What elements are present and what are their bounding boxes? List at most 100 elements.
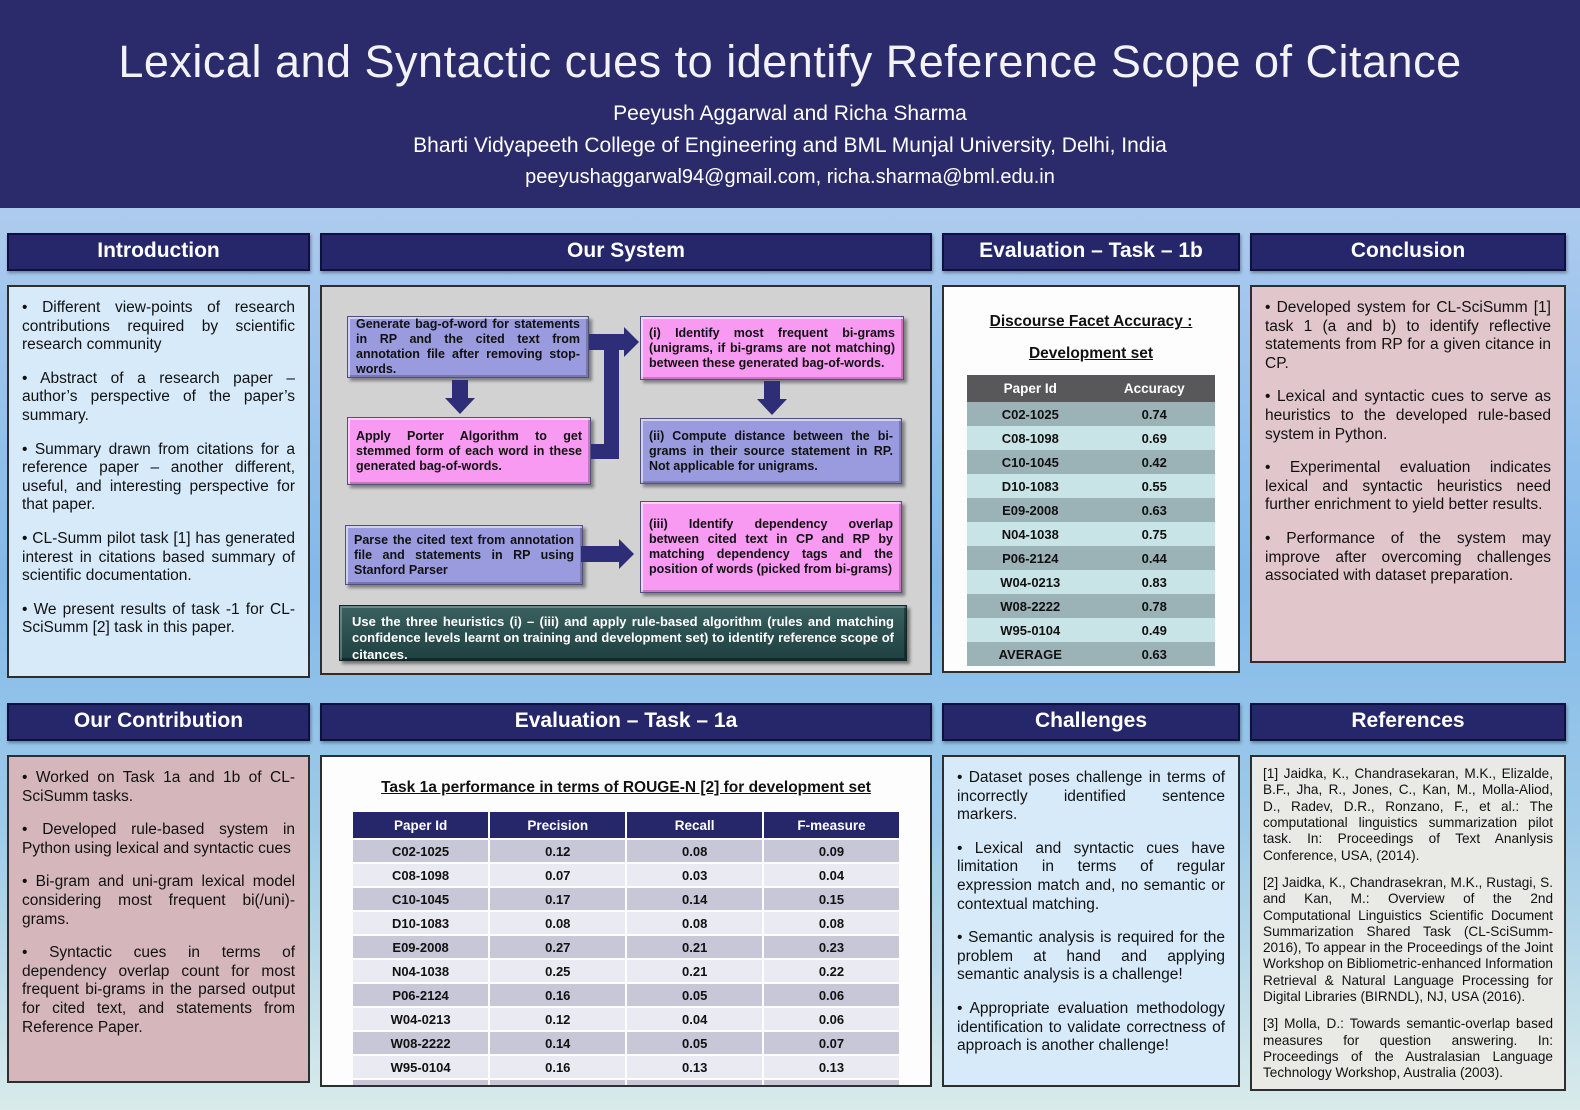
table-cell: P06-2124 <box>350 982 491 1008</box>
arrowhead-parse-to-h3 <box>619 539 634 569</box>
flow-box-porter: Apply Porter Algorithm to get stemmed fo… <box>347 417 591 485</box>
flow-box-heuristic-2: (ii) Compute distance between the bi-gra… <box>640 418 902 484</box>
conclusion-bullet: Experimental evaluation indicates lexica… <box>1265 459 1551 515</box>
column-header: Accuracy <box>1093 375 1215 402</box>
intro-bullet: Different view-points of research contri… <box>22 299 295 355</box>
challenge-bullet: Dataset poses challenge in terms of inco… <box>957 769 1225 825</box>
arrow-parse-to-h3 <box>581 546 621 562</box>
table-cell: W08-2222 <box>967 594 1094 618</box>
rouge-performance-table: Paper Id Precision Recall F-measure C02-… <box>350 810 902 1085</box>
table-cell: 0.69 <box>1093 426 1215 450</box>
column-header: F-measure <box>761 810 902 840</box>
table-row: AVERAGE 0.63 <box>967 642 1215 666</box>
section-header-our-contribution: Our Contribution <box>7 703 310 741</box>
conclusion-bullet: Performance of the system may improve af… <box>1265 530 1551 586</box>
conclusion-bullet: Developed system for CL-SciSumm [1] task… <box>1265 299 1551 373</box>
column-header: Precision <box>488 810 628 840</box>
section-header-evaluation-1a: Evaluation – Task – 1a <box>320 703 932 741</box>
table-cell: W95-0104 <box>350 1054 491 1080</box>
intro-bullet: CL-Summ pilot task [1] has generated int… <box>22 530 295 586</box>
table-cell: 0.14 <box>625 886 764 912</box>
table-cell: 0.15 <box>761 886 902 912</box>
table-row: D10-1083 0.55 <box>967 474 1215 498</box>
table-row: C10-1045 0.42 <box>967 450 1215 474</box>
poster-title: Lexical and Syntactic cues to identify R… <box>118 36 1462 87</box>
table-cell: 0.09 <box>761 838 902 864</box>
column-header: Recall <box>625 810 764 840</box>
intro-bullet: We present results of task -1 for CL-Sci… <box>22 601 295 638</box>
arrowhead-porter-up <box>597 334 625 350</box>
arrowhead-generate-to-porter <box>445 398 475 414</box>
table-cell: 0.16 <box>488 1078 628 1085</box>
contribution-bullet: Developed rule-based system in Python us… <box>22 821 295 858</box>
flow-box-final-rule: Use the three heuristics (i) – (iii) and… <box>339 605 907 662</box>
table-cell: 0.11 <box>761 1078 902 1085</box>
table-cell: C10-1045 <box>350 886 491 912</box>
table-row: W08-2222 0.78 <box>967 594 1215 618</box>
flow-box-generate-text: Generate bag-of-word for statements in R… <box>356 317 580 376</box>
table-cell: C02-1025 <box>350 838 491 864</box>
evaluation-1a-panel: Task 1a performance in terms of ROUGE-N … <box>320 755 932 1087</box>
flow-box-parse: Parse the cited text from annotation fil… <box>345 525 583 585</box>
table-row: W08-2222 0.14 0.05 0.07 <box>350 1030 902 1056</box>
table-cell: 0.49 <box>1093 618 1215 642</box>
flow-box-final-text: Use the three heuristics (i) – (iii) and… <box>352 614 894 662</box>
arrowhead-h1-to-h2 <box>757 399 787 415</box>
flow-box-generate-bow: Generate bag-of-word for statements in R… <box>347 316 589 378</box>
table-cell: C08-1098 <box>967 426 1094 450</box>
table-row: P06-2124 0.44 <box>967 546 1215 570</box>
table-cell: 0.16 <box>488 1054 628 1080</box>
arrow-generate-to-porter <box>452 380 468 400</box>
table-header-row: Paper Id Precision Recall F-measure <box>350 810 902 840</box>
flow-box-heuristic-1: (i) Identify most frequent bi-grams (uni… <box>640 316 904 380</box>
table-cell: 0.78 <box>1093 594 1215 618</box>
table-row: N04-1038 0.75 <box>967 522 1215 546</box>
table-cell: 0.21 <box>625 958 764 984</box>
table-cell: N04-1038 <box>350 958 491 984</box>
table-cell: N04-1038 <box>967 522 1094 546</box>
table-row: C10-1045 0.17 0.14 0.15 <box>350 886 902 912</box>
table-cell: 0.21 <box>625 934 764 960</box>
discourse-facet-accuracy-table: Paper Id Accuracy C02-1025 0.74 C08-1098 0… <box>967 375 1215 666</box>
arrow-h1-to-h2 <box>764 381 780 401</box>
table-cell: 0.63 <box>1093 498 1215 522</box>
table-cell: C08-1098 <box>350 862 491 888</box>
table-cell: W04-0213 <box>350 1006 491 1032</box>
table-cell: 0.22 <box>761 958 902 984</box>
table-row: W95-0104 0.49 <box>967 618 1215 642</box>
table-cell: 0.16 <box>488 982 628 1008</box>
table-cell: P06-2124 <box>967 546 1094 570</box>
table-cell: W08-2222 <box>350 1030 491 1056</box>
table-cell: D10-1083 <box>350 910 491 936</box>
flow-box-heuristic-2-text: (ii) Compute distance between the bi-gra… <box>649 428 893 473</box>
eval1b-table-title-line1: Discourse Facet Accuracy : <box>989 313 1193 330</box>
table-cell: 0.05 <box>625 982 764 1008</box>
reference-item: [2] Jaidka, K., Chandrasekran, M.K., Rus… <box>1263 874 1553 1005</box>
table-cell: C02-1025 <box>967 402 1094 426</box>
challenge-bullet: Semantic analysis is required for the pr… <box>957 929 1225 985</box>
table-cell: 0.08 <box>488 910 628 936</box>
table-cell: W04-0213 <box>967 570 1094 594</box>
section-header-challenges: Challenges <box>942 703 1240 741</box>
contribution-panel: Worked on Task 1a and 1b of CL-SciSumm t… <box>7 755 310 1083</box>
table-cell: W95-0104 <box>967 618 1094 642</box>
conclusion-panel: Developed system for CL-SciSumm [1] task… <box>1250 285 1566 663</box>
table-cell: 0.44 <box>1093 546 1215 570</box>
table-cell: 0.63 <box>1093 642 1215 666</box>
table-cell: 0.23 <box>761 934 902 960</box>
table-cell: 0.07 <box>488 862 628 888</box>
flow-box-parse-text: Parse the cited text from annotation fil… <box>354 532 574 577</box>
affiliation-line: Bharti Vidyapeeth College of Engineering… <box>413 134 1167 157</box>
table-cell: 0.83 <box>1093 570 1215 594</box>
system-flowchart-panel: Generate bag-of-word for statements in R… <box>320 285 932 675</box>
emails-line: peeyushaggarwal94@gmail.com, richa.sharm… <box>525 166 1055 188</box>
table-row: W04-0213 0.83 <box>967 570 1215 594</box>
table-row: C08-1098 0.07 0.03 0.04 <box>350 862 902 888</box>
section-header-introduction: Introduction <box>7 233 310 271</box>
table-cell: 0.27 <box>488 934 628 960</box>
column-header: Paper Id <box>350 810 491 840</box>
table-row: E09-2008 0.27 0.21 0.23 <box>350 934 902 960</box>
intro-bullet: Summary drawn from citations for a refer… <box>22 441 295 515</box>
table-cell: 0.04 <box>761 862 902 888</box>
